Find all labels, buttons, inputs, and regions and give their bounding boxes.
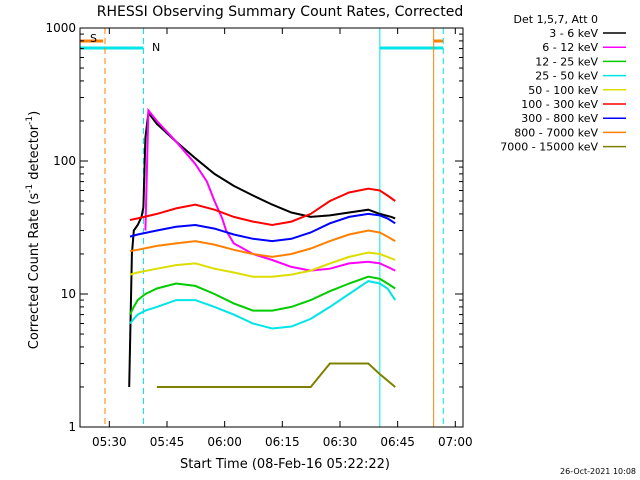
series-line xyxy=(129,280,397,330)
data-series xyxy=(128,107,397,388)
x-axis-label: Start Time (08-Feb-16 05:22:22) xyxy=(180,457,390,472)
legend-entry-label: 800 - 7000 keV xyxy=(514,126,598,139)
generation-timestamp: 26-Oct-2021 10:08 xyxy=(560,467,636,476)
y-tick-label: 1000 xyxy=(45,21,76,35)
y-tick-label: 1 xyxy=(68,420,76,434)
series-line xyxy=(144,107,396,272)
night-flag-label: N xyxy=(152,41,160,54)
plot-area: 05:30 05:45 06:00 06:15 06:30 06:45 07:00 1101… xyxy=(45,21,472,449)
plot-frame xyxy=(79,27,464,428)
x-tick-label: 06:30 xyxy=(323,435,358,449)
series-line xyxy=(129,275,396,316)
x-axis: 05:30 05:45 06:00 06:15 06:30 06:45 07:00 xyxy=(92,28,473,449)
x-tick-label: 07:00 xyxy=(438,435,473,449)
saa-flag-label: S xyxy=(90,32,97,45)
y-axis-label: Corrected Count Rate (s-1 detector-1) xyxy=(25,111,42,349)
legend-entry-label: 7000 - 15000 keV xyxy=(500,141,598,154)
series-line xyxy=(129,229,396,258)
legend-entry-label: 12 - 25 keV xyxy=(535,55,598,68)
x-tick-label: 06:45 xyxy=(380,435,415,449)
legend-entry-label: 100 - 300 keV xyxy=(521,98,598,111)
y-tick-label: 10 xyxy=(61,287,76,301)
legend-entry-label: 6 - 12 keV xyxy=(542,41,598,54)
observing-flags xyxy=(79,28,444,427)
y-tick-label: 100 xyxy=(53,154,76,168)
legend-entry-label: 300 - 800 keV xyxy=(521,112,598,125)
legend-entry-label: 25 - 50 keV xyxy=(535,70,598,83)
x-tick-label: 06:00 xyxy=(207,435,242,449)
series-line xyxy=(128,110,396,388)
series-line xyxy=(156,362,396,388)
x-tick-label: 06:15 xyxy=(265,435,300,449)
y-axis: 1 10 100 1000 xyxy=(45,21,463,434)
series-line xyxy=(129,187,396,227)
chart-title: RHESSI Observing Summary Count Rates, Co… xyxy=(97,4,463,20)
series-line xyxy=(129,251,396,278)
legend-entry-label: 3 - 6 keV xyxy=(549,27,598,40)
series-line xyxy=(129,212,396,243)
x-tick-label: 05:30 xyxy=(92,435,127,449)
legend-title: Det 1,5,7, Att 0 xyxy=(514,13,598,26)
legend-entry-label: 50 - 100 keV xyxy=(528,84,598,97)
x-tick-label: 05:45 xyxy=(150,435,185,449)
